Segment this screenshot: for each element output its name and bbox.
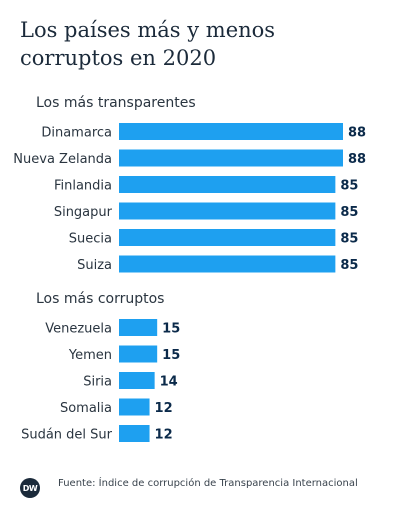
group-label-most-transparent: Los más transparentes xyxy=(36,95,196,111)
bar xyxy=(119,202,336,220)
value-label: 85 xyxy=(340,232,358,247)
value-label: 12 xyxy=(155,401,173,416)
category-label: Siria xyxy=(83,375,112,390)
category-label: Venezuela xyxy=(45,322,112,337)
bar xyxy=(119,425,150,442)
category-label: Nueva Zelanda xyxy=(13,152,112,167)
category-label: Finlandia xyxy=(54,179,112,194)
value-label: 88 xyxy=(348,126,366,141)
bar xyxy=(119,398,150,416)
value-label: 85 xyxy=(340,179,358,194)
category-label: Sudán del Sur xyxy=(21,428,113,443)
bar xyxy=(119,372,155,389)
group-label-most-corrupt: Los más corruptos xyxy=(36,291,165,307)
bar xyxy=(119,149,343,167)
value-label: 85 xyxy=(340,258,358,273)
bar xyxy=(119,229,336,246)
bar-chart: Dinamarca 88 Nueva Zelanda 88 Finlandia 85 Sin… xyxy=(13,123,366,443)
dw-logo-icon: DW xyxy=(20,478,40,498)
chart-title: Los países más y menos corruptos en 2020 xyxy=(20,18,276,70)
value-label: 85 xyxy=(340,205,358,220)
value-label: 15 xyxy=(162,348,180,363)
category-label: Suiza xyxy=(77,258,112,273)
bar xyxy=(119,123,343,140)
category-label: Yemen xyxy=(68,348,112,363)
category-label: Dinamarca xyxy=(41,126,112,141)
bar xyxy=(119,176,336,193)
value-label: 15 xyxy=(162,322,180,337)
value-label: 12 xyxy=(155,428,173,443)
source-note: Fuente: Índice de corrupción de Transpar… xyxy=(58,478,358,489)
value-label: 88 xyxy=(348,152,366,167)
category-label: Somalia xyxy=(60,401,112,416)
category-label: Suecia xyxy=(69,232,112,247)
bar xyxy=(119,255,336,273)
category-label: Singapur xyxy=(54,205,113,220)
value-label: 14 xyxy=(160,375,178,390)
bar xyxy=(119,319,158,336)
bar xyxy=(119,345,158,363)
